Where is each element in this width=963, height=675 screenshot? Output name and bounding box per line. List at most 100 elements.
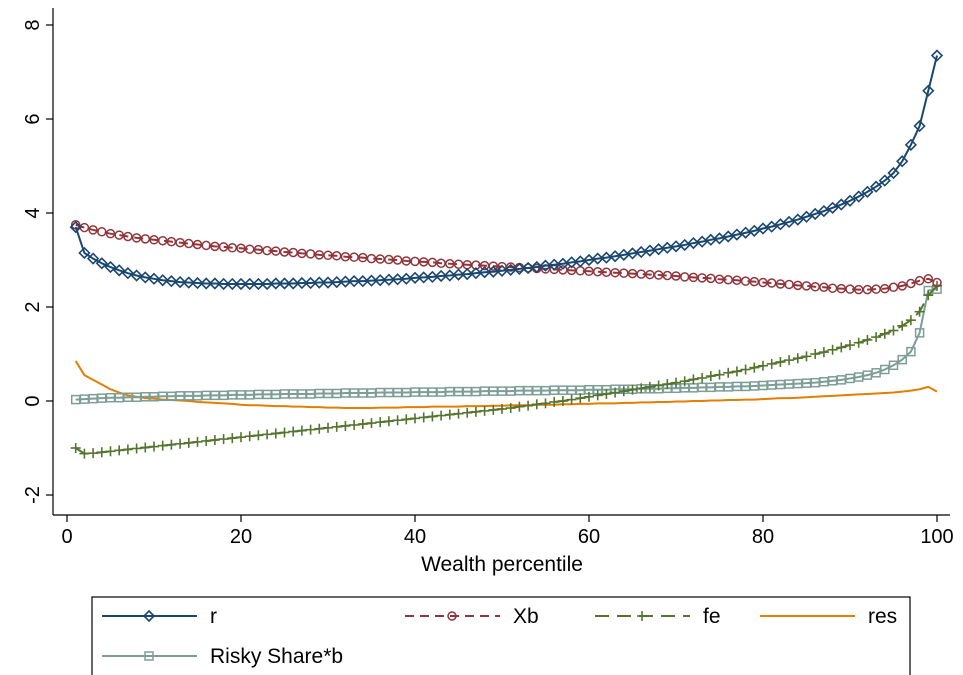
series-point-fe: [331, 421, 342, 432]
series-point-r: [304, 276, 317, 290]
series-point-r: [173, 275, 187, 289]
x-tick-label: 40: [404, 526, 426, 548]
y-tick-label: 8: [22, 19, 44, 30]
series-point-fe: [305, 424, 316, 435]
series-point-r: [130, 269, 143, 282]
series-point-fe: [201, 435, 212, 446]
series-point-fe: [375, 417, 386, 428]
series-point-fe: [505, 403, 516, 414]
series-point-r: [861, 185, 874, 198]
series-point-xb: [880, 283, 890, 294]
series-point-fe: [488, 404, 499, 415]
series-point-r: [826, 201, 839, 214]
series-point-r: [234, 277, 248, 291]
series-point-fe: [897, 320, 908, 331]
series-point-fe: [627, 384, 638, 395]
series-point-fe: [697, 372, 708, 383]
series-point-fe: [497, 403, 507, 414]
series-point-r: [139, 271, 152, 284]
series-point-r: [321, 276, 335, 289]
series-point-xb: [97, 227, 107, 237]
series-point-r: [339, 275, 352, 288]
series-point-r: [113, 264, 126, 277]
series-point-xb: [897, 281, 907, 291]
series-point-xb: [88, 225, 98, 235]
series-point-fe: [618, 386, 629, 397]
series-point-fe: [383, 416, 394, 427]
series-point-fe: [192, 436, 203, 447]
x-tick-label: 20: [230, 526, 252, 548]
series-point-fe: [775, 356, 786, 367]
series-point-r: [852, 190, 865, 203]
legend-marker-r: [142, 609, 156, 623]
series-point-r: [835, 198, 848, 211]
series-point-xb: [801, 281, 812, 291]
series-point-fe: [479, 405, 490, 416]
series-point-xb: [166, 236, 177, 247]
series-point-r: [217, 277, 230, 291]
series-point-fe: [149, 441, 159, 452]
series-point-fe: [749, 362, 760, 373]
series-point-fe: [888, 325, 899, 336]
series-point-fe: [705, 371, 716, 382]
series-point-fe: [792, 353, 803, 364]
series-point-fe: [131, 443, 142, 454]
series-point-fe: [758, 360, 768, 371]
series-point-xb: [706, 273, 716, 284]
series-point-fe: [96, 447, 107, 458]
series-point-fe: [679, 376, 690, 387]
series-point-fe: [653, 380, 664, 391]
legend-label-res: res: [868, 605, 897, 628]
series-point-r: [356, 275, 369, 288]
series-point-fe: [584, 391, 594, 402]
x-tick-label: 100: [920, 526, 953, 548]
series-point-xb: [888, 282, 899, 293]
series-point-r: [930, 49, 944, 62]
series-point-risky-share-b: [914, 328, 925, 338]
series-point-fe: [209, 435, 220, 446]
series-point-r: [295, 276, 309, 290]
series-point-fe: [270, 428, 281, 439]
series-point-fe: [531, 399, 542, 410]
series-point-xb: [427, 257, 438, 268]
series-point-fe: [810, 349, 821, 359]
series-point-fe: [636, 383, 647, 394]
series-point-r: [791, 213, 804, 226]
series-point-r: [330, 275, 343, 289]
series-point-fe: [236, 432, 246, 443]
legend-marker-xb: [447, 611, 457, 621]
series-point-r: [809, 207, 822, 221]
series-point-xb: [271, 246, 281, 256]
series-res: [74, 360, 938, 410]
series-point-fe: [88, 448, 99, 459]
series-point-xb: [331, 251, 342, 261]
series-point-xb: [131, 233, 142, 243]
series-point-xb: [749, 276, 760, 287]
series-point-fe: [914, 306, 925, 317]
series-point-fe: [218, 434, 229, 445]
series-point-fe: [288, 426, 299, 437]
series-point-r: [104, 260, 117, 274]
series-point-fe: [175, 438, 186, 449]
series-point-fe: [253, 430, 264, 441]
series-point-xb: [392, 255, 403, 265]
x-tick-label: 60: [578, 526, 600, 548]
series-point-fe: [410, 413, 420, 424]
series-point-fe: [462, 407, 473, 418]
y-tick-label: 6: [22, 113, 44, 124]
series-point-fe: [349, 419, 360, 430]
series-point-risky-share-b: [888, 360, 899, 371]
x-tick-label: 80: [752, 526, 774, 548]
series-point-xb: [923, 274, 934, 284]
series-point-r: [434, 269, 448, 283]
series-point-fe: [845, 340, 855, 351]
series-point-fe: [427, 411, 438, 422]
legend-label-r: r: [210, 605, 217, 628]
series-point-r: [121, 267, 135, 280]
series-point-r: [252, 277, 265, 291]
series-point-fe: [392, 415, 403, 426]
series-point-xb: [358, 252, 368, 263]
series-point-xb: [766, 278, 777, 288]
series-point-fe: [227, 433, 238, 444]
